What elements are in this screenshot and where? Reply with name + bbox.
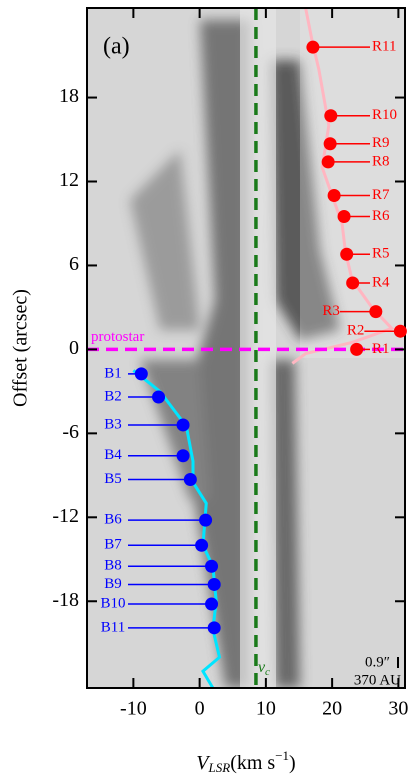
point-label: R10 [372, 107, 397, 123]
point [327, 188, 341, 202]
point-label: B4 [104, 447, 122, 463]
scale-angle: 0.9″ [365, 654, 390, 670]
point [199, 513, 213, 527]
y-tick-label: 12 [59, 169, 79, 191]
point [350, 342, 364, 356]
point [323, 137, 337, 151]
point [306, 40, 320, 54]
point-label: B1 [104, 365, 122, 381]
point-label: B3 [104, 416, 122, 432]
x-tick-label: 20 [322, 698, 342, 720]
point [337, 209, 351, 223]
point-label: B2 [104, 388, 122, 404]
vc-label: vc [258, 659, 270, 678]
point [324, 109, 338, 123]
protostar-label: protostar [91, 329, 144, 345]
point-label: R4 [372, 274, 390, 290]
vc-sub: c [265, 666, 270, 678]
x-tick-label: 10 [256, 698, 276, 720]
y-tick-label: 6 [69, 253, 79, 275]
x-label-main: V [196, 752, 211, 774]
point-label: R3 [322, 303, 340, 319]
scale-length: 370 AU [354, 672, 401, 688]
y-axis-label: Offset (arcsec) [10, 289, 32, 407]
x-label-sup: −1 [275, 748, 289, 763]
x-tick-label: 30 [388, 698, 408, 720]
point-label: R9 [372, 135, 390, 151]
point [207, 577, 221, 591]
point [207, 621, 221, 635]
x-label-sub: LSR [208, 760, 231, 775]
point [205, 559, 219, 573]
point [176, 418, 190, 432]
point [340, 247, 354, 261]
x-label-rest: (km s [230, 752, 275, 774]
point [183, 473, 197, 487]
panel-label: (a) [103, 34, 130, 60]
point-label: B11 [101, 619, 125, 635]
point [205, 597, 219, 611]
point [346, 276, 360, 290]
y-tick-label: -12 [52, 505, 79, 527]
point-label: R2 [347, 323, 365, 339]
y-tick-label: 0 [69, 337, 79, 359]
point-label: R11 [372, 39, 396, 55]
edge-curve [291, 8, 395, 365]
point [134, 367, 148, 381]
point-label: B8 [104, 558, 122, 574]
plot-frame [86, 7, 406, 689]
point-label: R7 [372, 187, 390, 203]
point-label: B7 [104, 537, 122, 553]
point-label: R8 [372, 153, 390, 169]
point [369, 305, 383, 319]
x-tick-label: -10 [120, 698, 147, 720]
point-label: B6 [104, 512, 122, 528]
x-label-end: ) [289, 752, 296, 774]
point [321, 155, 335, 169]
point [152, 390, 166, 404]
point [195, 538, 209, 552]
point-label: B10 [100, 595, 125, 611]
point-label: B5 [104, 471, 122, 487]
point-label: R1 [372, 341, 390, 357]
x-tick-label: 0 [195, 698, 205, 720]
x-axis-label: VLSR(km s−1) [196, 748, 295, 775]
point-label: R5 [372, 246, 390, 262]
y-tick-label: -18 [52, 589, 79, 611]
point [393, 324, 407, 338]
vc-text: v [258, 659, 266, 676]
point-label: R6 [372, 208, 390, 224]
y-tick-label: -6 [62, 421, 79, 443]
point-label: B9 [104, 576, 122, 592]
y-tick-label: 18 [59, 85, 79, 107]
point [176, 449, 190, 463]
